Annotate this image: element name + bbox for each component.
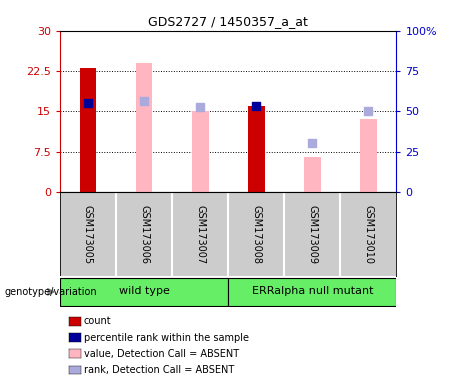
- Point: [84, 100, 92, 106]
- Bar: [360, 119, 377, 192]
- Text: wild type: wild type: [118, 286, 170, 296]
- Text: percentile rank within the sample: percentile rank within the sample: [84, 333, 249, 343]
- Text: GSM173006: GSM173006: [139, 205, 149, 264]
- Text: value, Detection Call = ABSENT: value, Detection Call = ABSENT: [84, 349, 239, 359]
- Point: [309, 139, 316, 146]
- Point: [365, 108, 372, 114]
- Bar: [192, 111, 208, 192]
- Bar: [136, 63, 153, 192]
- Text: ERRalpha null mutant: ERRalpha null mutant: [252, 286, 373, 296]
- Point: [196, 104, 204, 110]
- Title: GDS2727 / 1450357_a_at: GDS2727 / 1450357_a_at: [148, 15, 308, 28]
- Text: GSM173009: GSM173009: [307, 205, 317, 264]
- Text: genotype/variation: genotype/variation: [5, 287, 97, 297]
- Text: GSM173007: GSM173007: [195, 205, 205, 264]
- Bar: [304, 157, 321, 192]
- Point: [253, 103, 260, 109]
- Text: GSM173005: GSM173005: [83, 205, 93, 264]
- Text: count: count: [84, 316, 112, 326]
- Bar: [248, 106, 265, 192]
- Text: GSM173010: GSM173010: [363, 205, 373, 264]
- Point: [140, 98, 148, 104]
- Bar: [228, 278, 396, 306]
- Text: GSM173008: GSM173008: [251, 205, 261, 264]
- Bar: [80, 68, 96, 192]
- Text: rank, Detection Call = ABSENT: rank, Detection Call = ABSENT: [84, 365, 234, 375]
- Bar: [60, 278, 228, 306]
